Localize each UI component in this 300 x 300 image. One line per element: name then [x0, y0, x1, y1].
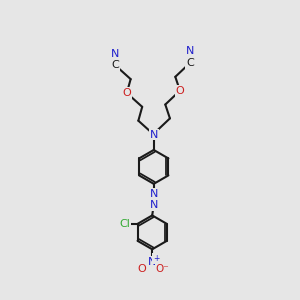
Text: Cl: Cl [119, 219, 130, 229]
Text: C: C [186, 58, 194, 68]
Text: O: O [176, 86, 184, 96]
Text: N: N [150, 200, 158, 210]
Text: O: O [138, 263, 147, 274]
Text: N: N [150, 189, 158, 199]
Text: O: O [122, 88, 131, 98]
Text: N: N [186, 46, 194, 56]
Text: +: + [153, 254, 159, 263]
Text: O⁻: O⁻ [155, 263, 169, 274]
Text: N: N [150, 130, 158, 140]
Text: C: C [111, 60, 119, 70]
Text: N: N [148, 257, 156, 267]
Text: N: N [111, 49, 119, 59]
